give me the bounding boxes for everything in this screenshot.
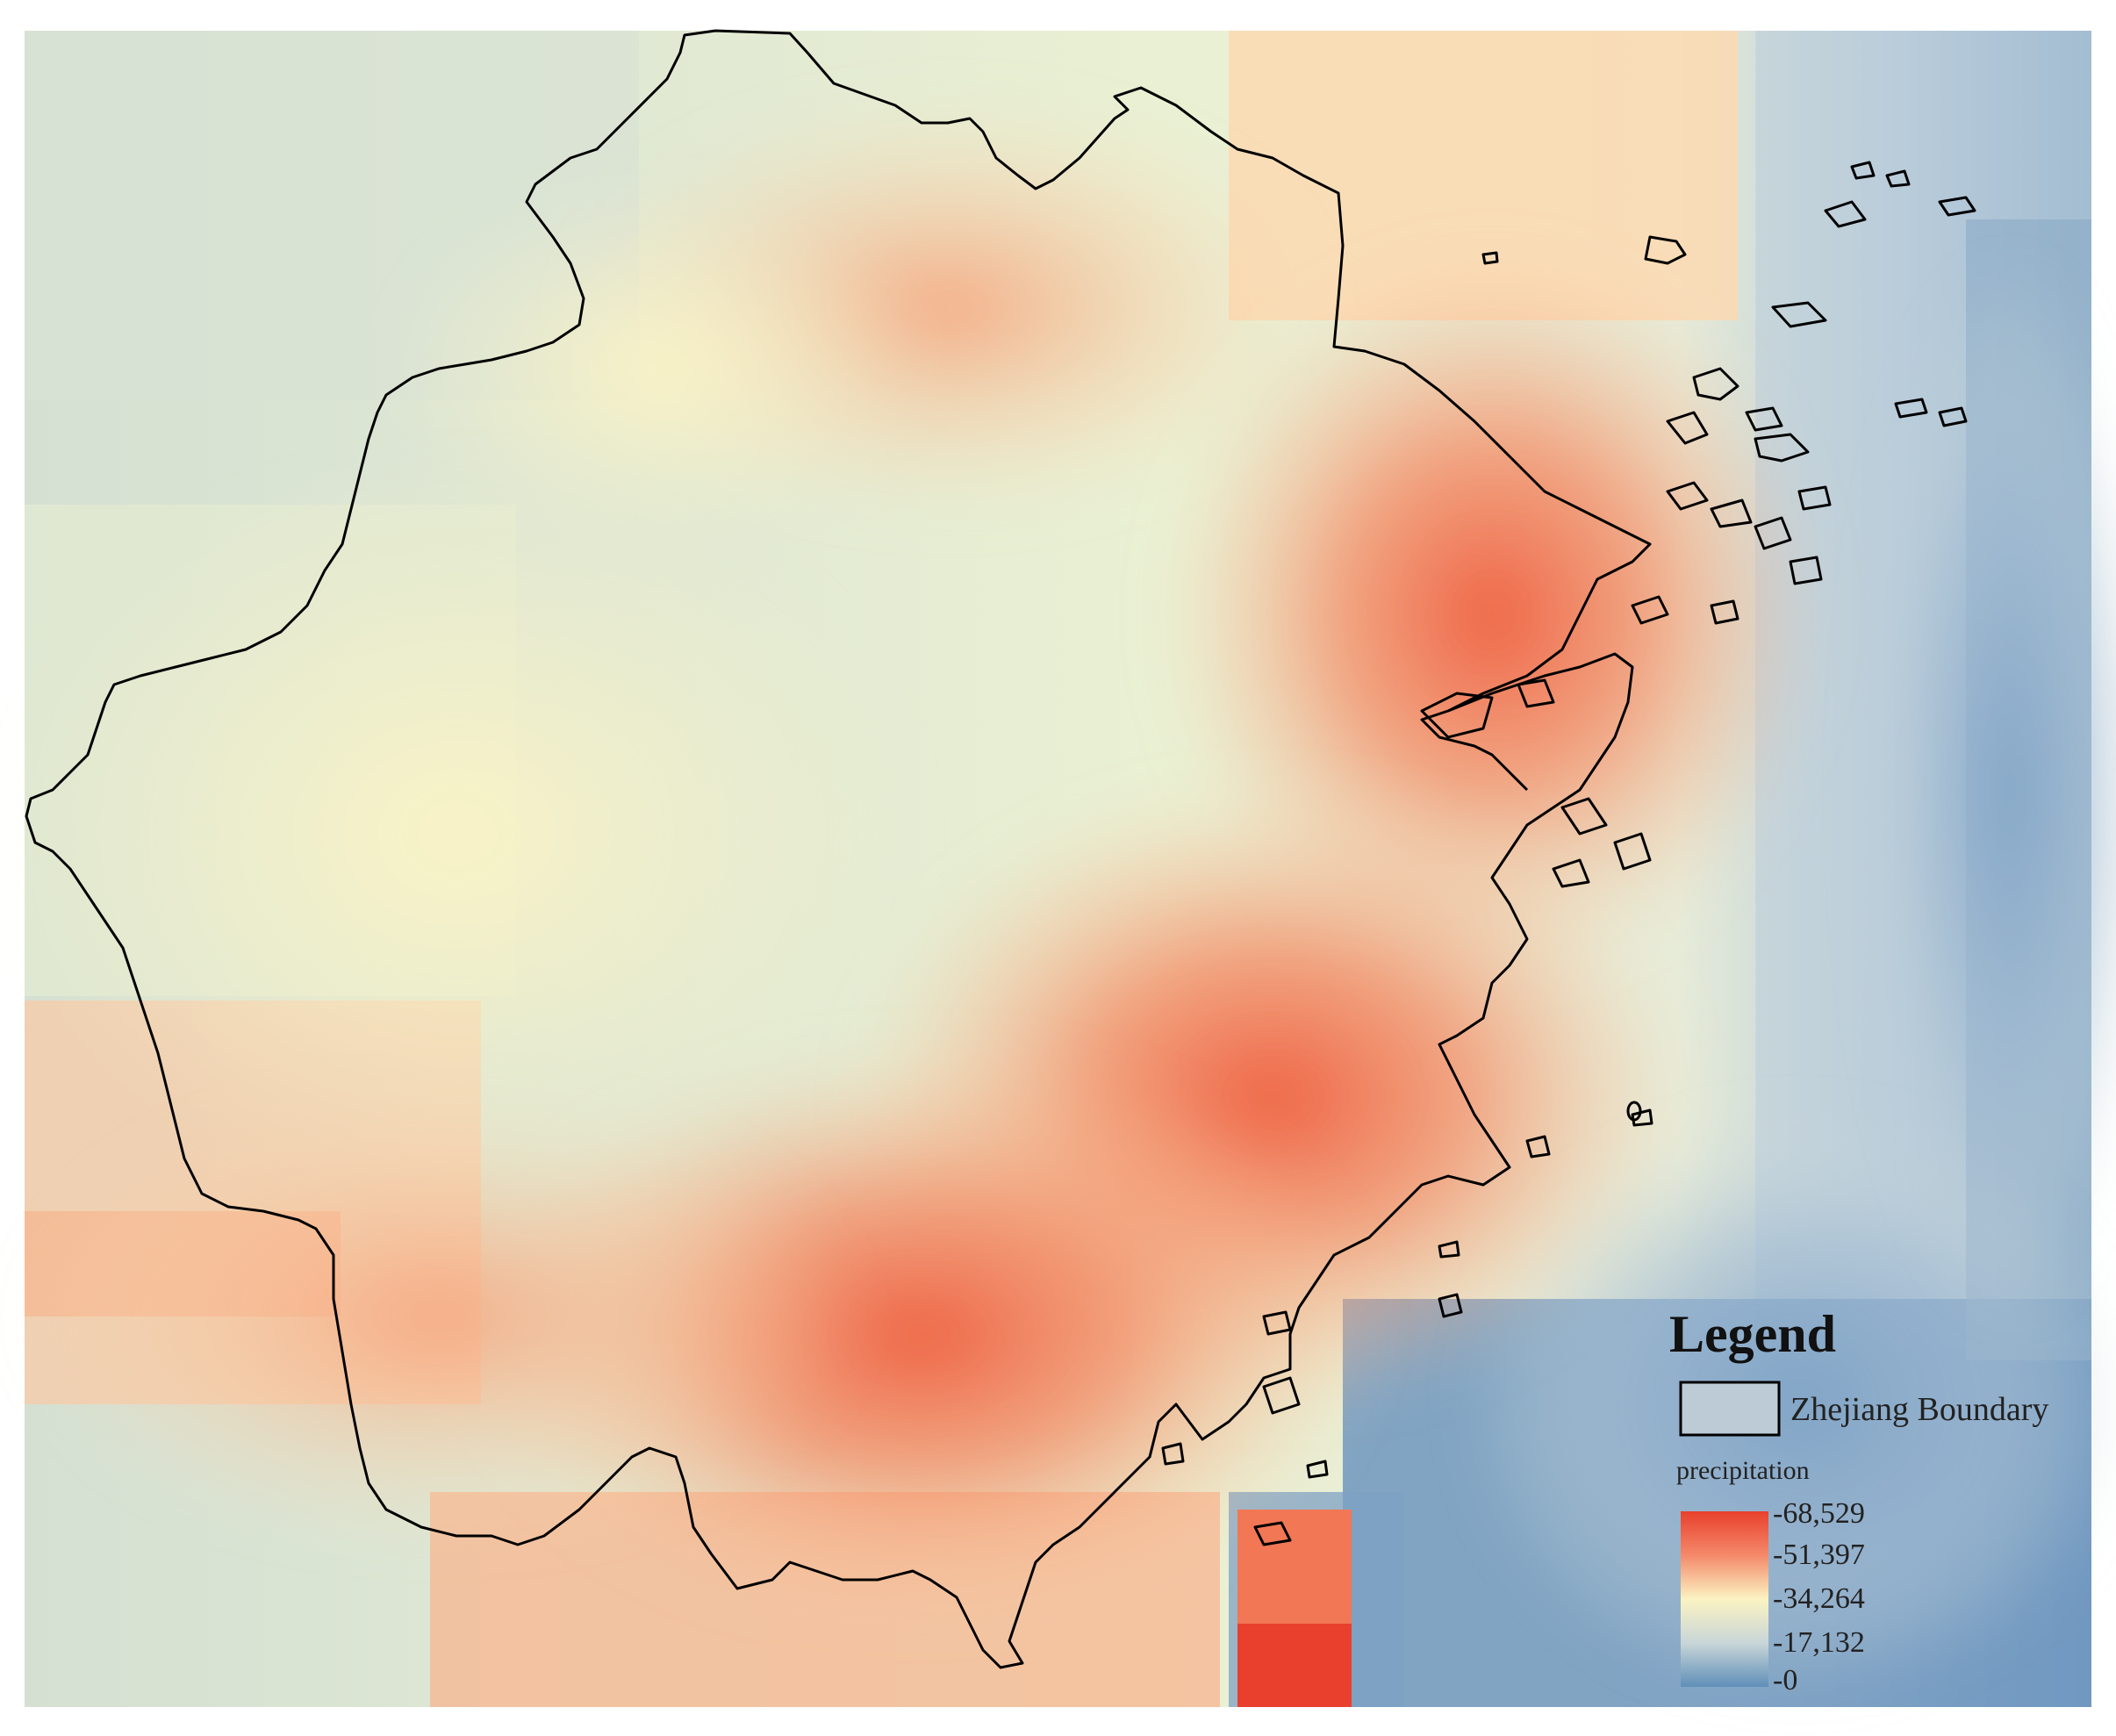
island bbox=[1262, 1376, 1301, 1415]
legend-ticks: -68,529 -51,397 -34,264 -17,132 -0 bbox=[1773, 1497, 1865, 1697]
island bbox=[1771, 301, 1827, 328]
precipitation-raster bbox=[0, 31, 2116, 1707]
raster-blob bbox=[1869, 263, 2116, 1316]
island bbox=[1253, 1521, 1292, 1546]
legend-tick: -51,397 bbox=[1773, 1539, 1865, 1571]
island bbox=[1517, 678, 1555, 708]
island bbox=[1789, 556, 1823, 585]
legend-tick: -34,264 bbox=[1773, 1582, 1865, 1615]
legend-tick: -17,132 bbox=[1773, 1626, 1865, 1659]
island bbox=[1666, 481, 1709, 511]
island bbox=[1754, 433, 1810, 463]
island bbox=[1613, 832, 1652, 871]
island bbox=[1552, 858, 1590, 888]
island bbox=[1262, 1310, 1292, 1336]
island bbox=[1797, 485, 1832, 511]
island bbox=[1481, 251, 1499, 265]
island bbox=[1644, 235, 1687, 265]
island bbox=[1850, 161, 1876, 180]
island bbox=[1692, 367, 1739, 401]
boundary-coast-detail bbox=[1420, 718, 1529, 792]
raster-block bbox=[1237, 1624, 1352, 1707]
island bbox=[1631, 595, 1669, 625]
island bbox=[1161, 1442, 1185, 1466]
island bbox=[1626, 1101, 1642, 1122]
island bbox=[1710, 499, 1753, 528]
island bbox=[1938, 196, 1976, 217]
raster-blob bbox=[0, 465, 913, 1202]
island bbox=[1824, 200, 1867, 228]
island bbox=[1745, 406, 1783, 432]
legend-color-ramp bbox=[1681, 1511, 1768, 1687]
island bbox=[1631, 1108, 1653, 1127]
island bbox=[1938, 406, 1968, 427]
boundary-mainland bbox=[25, 29, 1652, 1669]
raster-blob bbox=[18, 1088, 860, 1545]
island bbox=[1754, 516, 1792, 550]
island bbox=[1438, 1293, 1463, 1318]
legend-title: Legend bbox=[1669, 1305, 1836, 1363]
legend: Legend Zhejiang Boundary precipitation -… bbox=[1669, 1305, 2048, 1697]
legend-tick: -0 bbox=[1773, 1664, 1797, 1697]
legend-boundary-label: Zhejiang Boundary bbox=[1790, 1391, 2048, 1428]
raster-blob bbox=[395, 193, 922, 544]
island bbox=[1666, 411, 1709, 445]
legend-boundary-swatch bbox=[1679, 1381, 1781, 1437]
island bbox=[1525, 1135, 1551, 1159]
island bbox=[1560, 797, 1608, 836]
legend-tick: -68,529 bbox=[1773, 1497, 1865, 1530]
island bbox=[1420, 692, 1494, 739]
island bbox=[1306, 1460, 1329, 1479]
legend-raster-label: precipitation bbox=[1676, 1456, 1810, 1485]
island bbox=[1885, 169, 1911, 188]
island bbox=[1894, 398, 1928, 419]
zhejiang-boundary bbox=[25, 29, 1976, 1669]
island bbox=[1438, 1240, 1460, 1259]
island bbox=[1710, 599, 1739, 625]
